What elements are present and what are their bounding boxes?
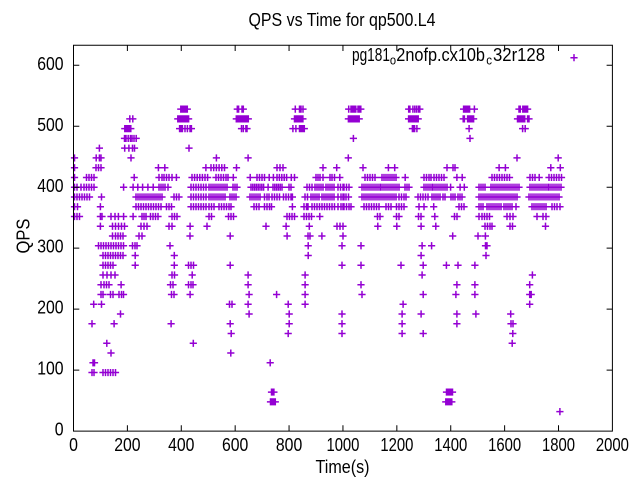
- svg-text:400: 400: [37, 175, 63, 196]
- svg-text:600: 600: [222, 434, 248, 455]
- svg-text:1600: 1600: [488, 434, 521, 455]
- svg-text:1200: 1200: [380, 434, 413, 455]
- svg-text:500: 500: [37, 114, 63, 135]
- svg-text:c: c: [486, 53, 492, 67]
- svg-text:2nofp.cx10b: 2nofp.cx10b: [396, 44, 485, 65]
- svg-text:Time(s): Time(s): [316, 456, 370, 477]
- svg-text:0: 0: [69, 434, 78, 455]
- svg-text:2000: 2000: [596, 434, 629, 455]
- svg-text:QPS: QPS: [13, 219, 34, 254]
- svg-text:QPS vs Time for qp500.L4: QPS vs Time for qp500.L4: [249, 9, 436, 30]
- svg-text:o: o: [390, 53, 396, 67]
- svg-text:400: 400: [168, 434, 194, 455]
- svg-text:1400: 1400: [434, 434, 467, 455]
- svg-text:32r128: 32r128: [493, 44, 545, 65]
- svg-text:200: 200: [37, 297, 63, 318]
- svg-text:1800: 1800: [542, 434, 575, 455]
- svg-text:pg181: pg181: [352, 44, 390, 65]
- svg-text:300: 300: [37, 236, 63, 257]
- svg-text:200: 200: [114, 434, 140, 455]
- svg-text:1000: 1000: [326, 434, 359, 455]
- svg-text:600: 600: [37, 53, 63, 74]
- svg-text:100: 100: [37, 358, 63, 379]
- svg-text:800: 800: [276, 434, 302, 455]
- svg-text:0: 0: [55, 419, 64, 440]
